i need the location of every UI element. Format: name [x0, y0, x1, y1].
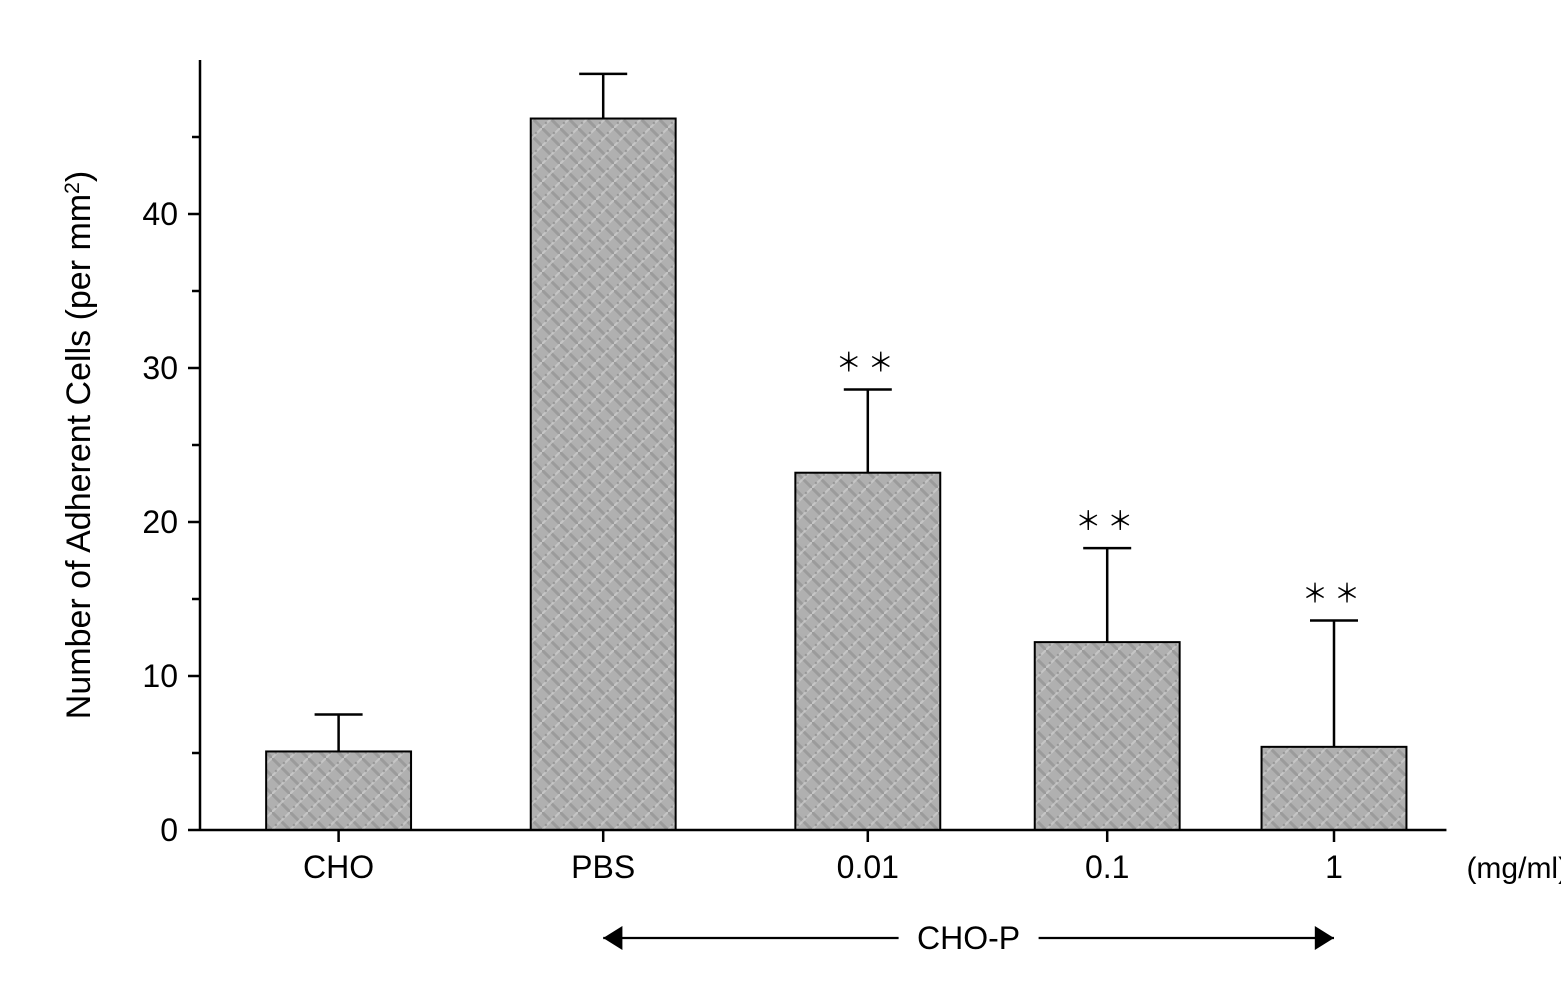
ytick-label: 20 [142, 504, 178, 540]
xtick-label: 1 [1325, 849, 1343, 885]
x-unit-label: (mg/ml) [1466, 852, 1561, 885]
ytick-label: 30 [142, 350, 178, 386]
xtick-label: 0.01 [837, 849, 899, 885]
bar-chart: ＊＊ ＊＊ ＊＊ 0 10 20 30 40 CHO PBS 0.01 0.1 1 (mg/ml) Numb… [20, 20, 1561, 982]
xtick-label: 0.1 [1085, 849, 1129, 885]
sig-marker-0.1: ＊＊ [1075, 506, 1139, 536]
cho-p-label: CHO-P [917, 920, 1020, 956]
bar-1 [1262, 747, 1407, 830]
y-axis-label: Number of Adherent Cells (per mm2) [60, 171, 98, 719]
chart-svg: ＊＊ ＊＊ ＊＊ 0 10 20 30 40 CHO PBS 0.01 0.1 1 (mg/ml) Numb… [20, 20, 1561, 982]
bar-0.01 [795, 473, 940, 830]
chart-background [20, 20, 1561, 982]
bar-CHO [266, 751, 411, 830]
xtick-label: PBS [571, 849, 635, 885]
xtick-label: CHO [303, 849, 374, 885]
bar-PBS [531, 119, 676, 830]
sig-marker-0.01: ＊＊ [836, 348, 900, 378]
sig-marker-1: ＊＊ [1302, 579, 1366, 609]
ytick-label: 40 [142, 196, 178, 232]
ytick-label: 0 [160, 812, 178, 848]
ytick-label: 10 [142, 658, 178, 694]
bar-0.1 [1035, 642, 1180, 830]
